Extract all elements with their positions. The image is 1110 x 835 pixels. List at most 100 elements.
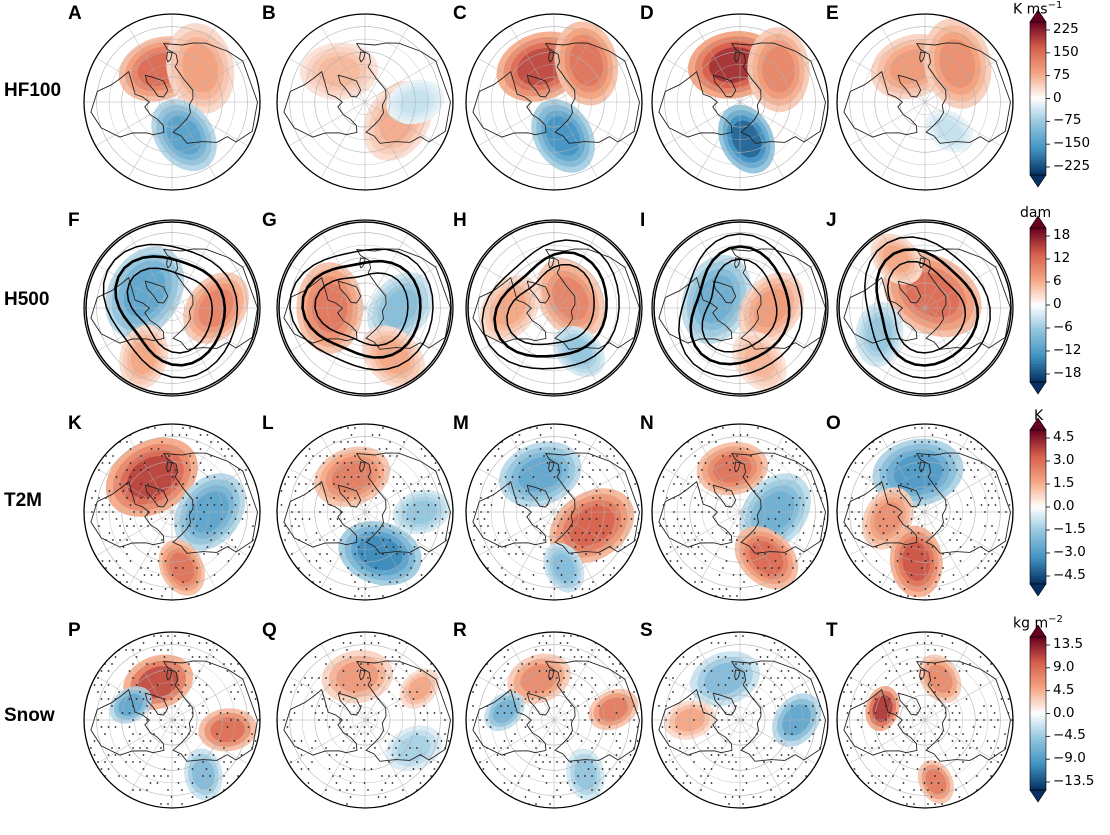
coastline-f-1 bbox=[144, 280, 169, 304]
colorbar-tick-0-2: 75 bbox=[1053, 66, 1071, 83]
colorbar-tick-3-5: −9.0 bbox=[1053, 750, 1086, 767]
coastline-p-1 bbox=[144, 692, 169, 716]
colorbar-tick-1-2: 6 bbox=[1053, 273, 1062, 289]
h500-contour-j-1 bbox=[875, 248, 980, 367]
coastline-k-2 bbox=[162, 452, 258, 554]
h500-contour-h-0 bbox=[481, 239, 620, 370]
panel-letter-m: M bbox=[453, 413, 469, 434]
coastline-d-2 bbox=[730, 42, 826, 144]
colorbar-tick-1-1: 12 bbox=[1053, 250, 1071, 266]
map-border-o bbox=[836, 423, 1014, 601]
h500-contour-g-2 bbox=[314, 272, 409, 347]
map-border-f bbox=[83, 219, 261, 397]
coastline-e-0 bbox=[843, 70, 918, 138]
coastline-k-0 bbox=[90, 480, 165, 548]
map-panel-l bbox=[277, 424, 453, 600]
anomaly-t-1 bbox=[927, 664, 953, 693]
h500-contour-i-2 bbox=[701, 258, 778, 353]
coastline-n-0 bbox=[658, 480, 733, 548]
h500-contour-h-2 bbox=[506, 263, 595, 346]
panel-letter-c: C bbox=[453, 3, 467, 24]
coastline-p-3 bbox=[166, 669, 173, 681]
colorbar-tick-2-1: 3.0 bbox=[1053, 452, 1075, 468]
colorbar-unit-h500: dam bbox=[1020, 205, 1052, 221]
colorbar-3 bbox=[1029, 624, 1050, 803]
map-border-q bbox=[276, 631, 454, 809]
row-label-hf100: HF100 bbox=[4, 80, 62, 101]
h500-contour-i-0 bbox=[678, 233, 803, 378]
panel-letter-k: K bbox=[68, 413, 82, 434]
map-panel-s bbox=[652, 632, 828, 808]
coastline-j-2 bbox=[915, 248, 1011, 350]
h500-contour-j-2 bbox=[886, 260, 967, 354]
coastline-b-2 bbox=[355, 42, 451, 144]
map-panel-f bbox=[84, 220, 260, 396]
anomaly-i-2 bbox=[744, 345, 774, 378]
panel-letter-o: O bbox=[826, 413, 841, 434]
anomaly-k-2 bbox=[169, 552, 195, 583]
colorbar-tick-1-3: 0 bbox=[1053, 296, 1062, 312]
colorbar-tick-1-4: −6 bbox=[1053, 319, 1073, 335]
coastline-j-1 bbox=[897, 280, 922, 304]
anomaly-r-0 bbox=[520, 664, 558, 694]
panel-letter-f: F bbox=[68, 210, 80, 231]
panel-letter-p: P bbox=[68, 620, 81, 641]
coastline-s-0 bbox=[658, 688, 733, 756]
colorbar-tick-1-6: −18 bbox=[1053, 365, 1082, 381]
colorbar-1 bbox=[1029, 215, 1050, 395]
coastline-a-0 bbox=[90, 70, 165, 138]
h500-contour-i-1 bbox=[689, 245, 791, 366]
coastline-m-0 bbox=[472, 480, 547, 548]
panel-letter-l: L bbox=[262, 413, 274, 434]
map-panel-k bbox=[84, 424, 260, 600]
coastline-g-1 bbox=[337, 280, 362, 304]
coastline-a-3 bbox=[166, 51, 173, 63]
coastline-h-0 bbox=[472, 276, 547, 344]
coastline-c-0 bbox=[472, 70, 547, 138]
coastline-a-2 bbox=[162, 42, 258, 144]
map-panel-a bbox=[84, 14, 260, 190]
colorbar-tick-0-5: −150 bbox=[1053, 135, 1091, 152]
coastline-p-2 bbox=[162, 660, 258, 762]
row-label-snow: Snow bbox=[4, 705, 55, 726]
coastline-s-1 bbox=[712, 692, 737, 716]
colorbar-2 bbox=[1029, 417, 1050, 597]
anomaly-m-2 bbox=[552, 554, 575, 582]
h500-contour-h-1 bbox=[493, 250, 608, 358]
coastline-b-3 bbox=[359, 51, 366, 63]
anomaly-a-2 bbox=[166, 115, 202, 155]
map-panel-h bbox=[466, 220, 642, 396]
map-panel-i bbox=[652, 220, 828, 396]
coastline-p-0 bbox=[90, 688, 165, 756]
map-panel-m bbox=[466, 424, 642, 600]
coastline-k-3 bbox=[166, 461, 173, 473]
map-panel-t bbox=[837, 632, 1013, 808]
coastline-r-2 bbox=[544, 660, 640, 762]
coastline-l-0 bbox=[283, 480, 358, 548]
coastline-t-0 bbox=[843, 688, 918, 756]
map-border-b bbox=[276, 13, 454, 191]
colorbar-tick-2-4: −1.5 bbox=[1053, 521, 1086, 537]
panel-letter-q: Q bbox=[262, 620, 277, 641]
coastline-q-1 bbox=[337, 692, 362, 716]
map-border-t bbox=[836, 631, 1014, 809]
coastline-m-1 bbox=[526, 484, 551, 508]
colorbar-tick-2-5: −3.0 bbox=[1053, 544, 1086, 560]
colorbar-tick-1-5: −12 bbox=[1053, 342, 1082, 358]
coastline-t-3 bbox=[919, 669, 926, 681]
panel-letter-g: G bbox=[262, 210, 277, 231]
anomaly-m-0 bbox=[517, 456, 563, 492]
coastline-r-1 bbox=[526, 692, 551, 716]
map-border-n bbox=[651, 423, 829, 601]
colorbar-unit-snow: kg m−2 bbox=[1013, 614, 1063, 632]
colorbar-tick-2-2: 1.5 bbox=[1053, 475, 1075, 491]
map-border-r bbox=[465, 631, 643, 809]
map-panel-g bbox=[277, 220, 453, 396]
coastline-n-3 bbox=[734, 461, 741, 473]
colorbar-unit-t2m: K bbox=[1034, 408, 1044, 424]
coastline-o-3 bbox=[919, 461, 926, 473]
map-border-m bbox=[465, 423, 643, 601]
coastline-m-2 bbox=[544, 452, 640, 554]
